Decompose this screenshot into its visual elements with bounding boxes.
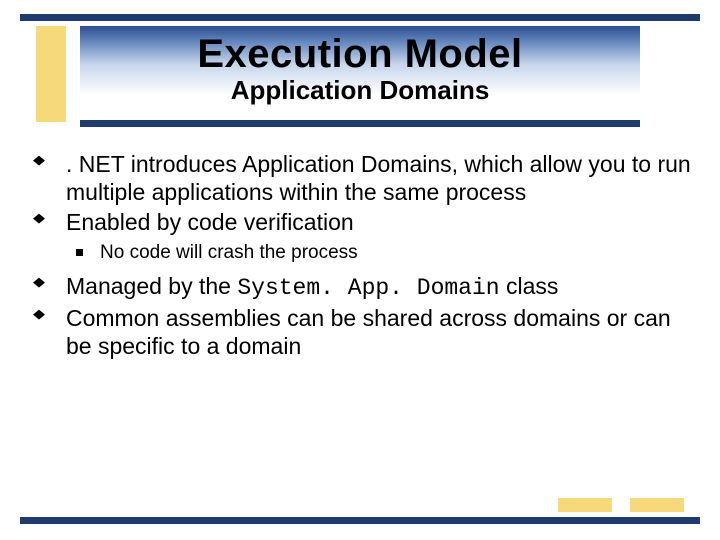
content-area: . NET introduces Application Domains, wh… — [28, 150, 692, 362]
list-item: . NET introduces Application Domains, wh… — [28, 150, 692, 206]
list-item: Enabled by code verification No code wil… — [28, 208, 692, 266]
bullet-text: No code will crash the process — [100, 242, 358, 263]
bullet-text: Enabled by code verification — [66, 209, 354, 235]
list-item: No code will crash the process — [66, 240, 692, 266]
list-item: Managed by the System. App. Domain class — [28, 272, 692, 302]
title-block: Execution Model Application Domains — [80, 26, 640, 122]
top-rule — [20, 14, 700, 21]
gold-accent-left — [36, 26, 66, 122]
title-underline — [80, 120, 640, 127]
bullet-text-pre: Managed by the — [66, 273, 237, 299]
gold-accent-bottom-1 — [558, 498, 612, 512]
slide-title: Execution Model — [80, 26, 640, 77]
sub-bullet-list: No code will crash the process — [66, 240, 692, 266]
gold-accent-bottom-2 — [630, 498, 684, 512]
bottom-rule — [20, 517, 700, 524]
bullet-code: System. App. Domain — [237, 275, 499, 301]
slide-subtitle: Application Domains — [80, 75, 640, 106]
bullet-text: . NET introduces Application Domains, wh… — [66, 151, 691, 205]
bullet-text-post: class — [500, 273, 559, 299]
bullet-list: . NET introduces Application Domains, wh… — [28, 150, 692, 360]
bullet-text: Common assemblies can be shared across d… — [66, 305, 671, 359]
list-item: Common assemblies can be shared across d… — [28, 304, 692, 360]
